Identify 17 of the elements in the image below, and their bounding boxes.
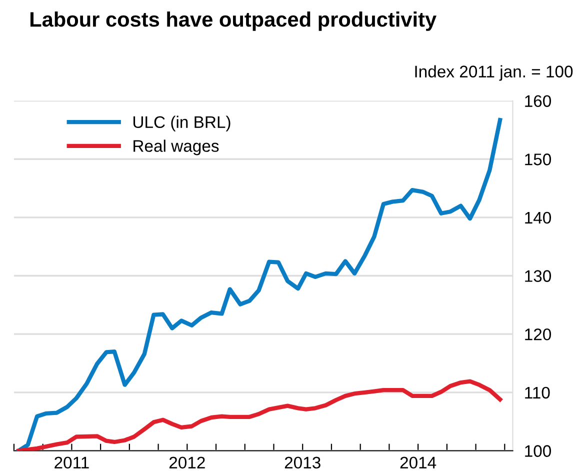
y-tick-label: 160 (525, 95, 552, 107)
y-tick-label: 150 (525, 154, 552, 166)
line-series (16, 379, 502, 451)
legend-label: Real wages (134, 140, 219, 156)
x-tick-label: 2011 (54, 456, 89, 469)
y-axis-title: Index 2011 jan. = 100 (415, 65, 573, 81)
x-tick-label: 2014 (400, 456, 436, 469)
chart-title: Labour costs have outpaced productivity (30, 11, 436, 31)
legend-label: ULC (in BRL) (133, 116, 230, 132)
x-tick-label: 2012 (169, 456, 205, 469)
y-tick-label: 130 (525, 270, 552, 282)
y-tick-label: 140 (525, 212, 552, 224)
line-series (16, 118, 502, 451)
y-tick-label: 100 (525, 445, 552, 457)
y-tick-label: 120 (525, 328, 552, 340)
y-tick-label: 110 (525, 386, 550, 399)
x-tick-label: 2013 (284, 456, 320, 469)
